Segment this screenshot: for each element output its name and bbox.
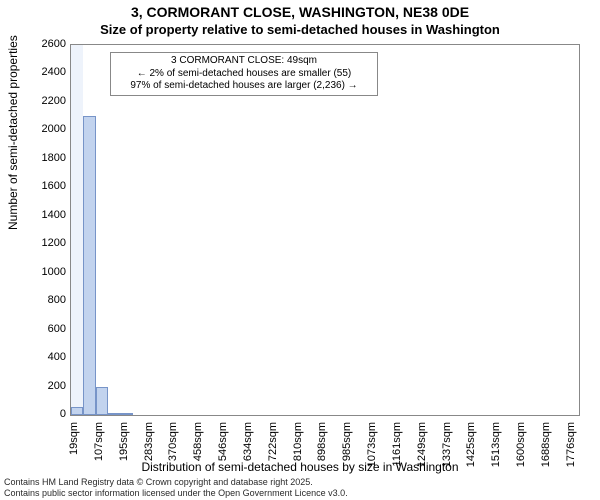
highlight-band (71, 45, 83, 415)
chart-title-line2: Size of property relative to semi-detach… (0, 22, 600, 37)
bar (121, 413, 133, 415)
y-tick-label: 600 (26, 323, 66, 335)
bar (71, 407, 83, 415)
y-axis-label: Number of semi-detached properties (6, 35, 20, 230)
footer-line2: Contains public sector information licen… (4, 488, 348, 498)
annotation-line1: 3 CORMORANT CLOSE: 49sqm (115, 55, 373, 68)
y-tick-label: 1400 (26, 209, 66, 221)
annotation-line2: ← 2% of semi-detached houses are smaller… (115, 68, 373, 81)
annotation-box: 3 CORMORANT CLOSE: 49sqm ← 2% of semi-de… (110, 52, 378, 96)
bar (108, 413, 120, 415)
bar (83, 116, 95, 415)
footer-text: Contains HM Land Registry data © Crown c… (4, 477, 348, 498)
y-tick-label: 2200 (26, 95, 66, 107)
plot-area (70, 44, 580, 416)
y-tick-label: 200 (26, 380, 66, 392)
y-tick-label: 2600 (26, 38, 66, 50)
footer-line1: Contains HM Land Registry data © Crown c… (4, 477, 348, 487)
y-tick-label: 400 (26, 351, 66, 363)
x-axis-label: Distribution of semi-detached houses by … (0, 460, 600, 474)
y-tick-label: 0 (26, 408, 66, 420)
annotation-line3: 97% of semi-detached houses are larger (… (115, 80, 373, 93)
y-tick-label: 2400 (26, 66, 66, 78)
y-tick-label: 1000 (26, 266, 66, 278)
y-tick-label: 800 (26, 294, 66, 306)
y-tick-label: 1800 (26, 152, 66, 164)
y-tick-label: 1200 (26, 237, 66, 249)
chart-container: 3, CORMORANT CLOSE, WASHINGTON, NE38 0DE… (0, 0, 600, 500)
y-tick-label: 1600 (26, 180, 66, 192)
y-tick-label: 2000 (26, 123, 66, 135)
chart-title-line1: 3, CORMORANT CLOSE, WASHINGTON, NE38 0DE (0, 4, 600, 20)
bar (96, 387, 108, 415)
